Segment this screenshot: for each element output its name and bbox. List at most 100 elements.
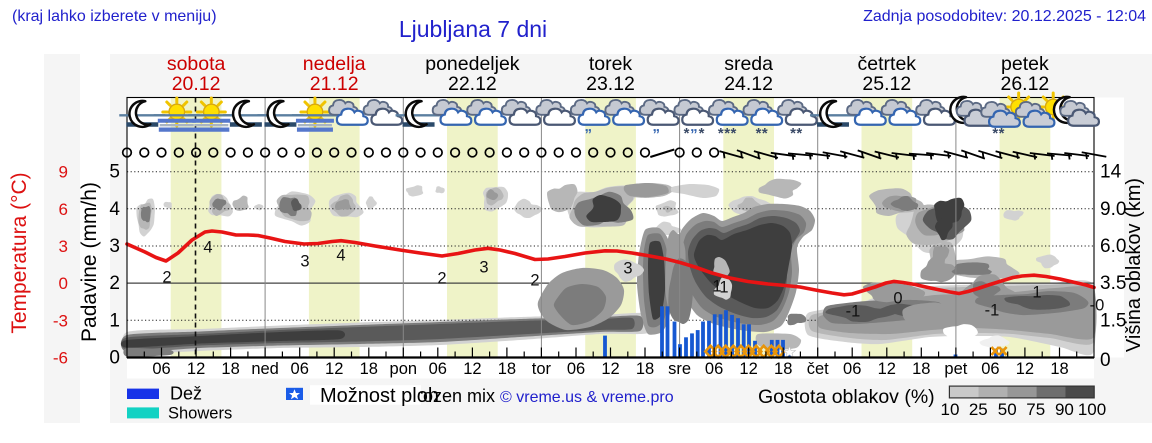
svg-text:2: 2 <box>530 272 539 290</box>
svg-text:12: 12 <box>325 360 343 378</box>
svg-text:12: 12 <box>1016 360 1034 378</box>
svg-text:18: 18 <box>360 360 378 378</box>
svg-text:75: 75 <box>1026 400 1045 419</box>
svg-text:06: 06 <box>429 360 447 378</box>
svg-text:0: 0 <box>893 290 902 308</box>
svg-text:4: 4 <box>109 199 120 220</box>
svg-text:3: 3 <box>479 259 488 277</box>
svg-text:06: 06 <box>843 360 861 378</box>
svg-text:Temperatura (°C): Temperatura (°C) <box>8 172 31 333</box>
svg-text:4: 4 <box>203 239 212 257</box>
svg-text:nedelja: nedelja <box>303 53 366 75</box>
svg-text:sreda: sreda <box>724 53 773 75</box>
svg-text:14: 14 <box>1100 162 1122 183</box>
svg-text:sobota: sobota <box>167 53 226 75</box>
svg-text:18: 18 <box>221 360 239 378</box>
svg-text:*: * <box>684 125 690 142</box>
svg-text:ponedeljek: ponedeljek <box>425 53 520 75</box>
svg-text:1: 1 <box>719 279 728 297</box>
svg-text:18: 18 <box>912 360 930 378</box>
svg-text:3: 3 <box>623 260 632 278</box>
svg-text:Ljubljana 7 dni: Ljubljana 7 dni <box>399 16 547 42</box>
svg-text:12: 12 <box>739 360 757 378</box>
svg-text:6: 6 <box>59 200 68 219</box>
svg-text:06: 06 <box>705 360 723 378</box>
svg-text:3: 3 <box>59 237 68 256</box>
svg-text:-0: -0 <box>1090 297 1105 315</box>
svg-text:23.12: 23.12 <box>586 73 635 95</box>
svg-text:2: 2 <box>162 269 171 287</box>
svg-text:***: *** <box>718 125 737 142</box>
svg-text:21.12: 21.12 <box>310 73 359 95</box>
svg-text:100: 100 <box>1078 400 1106 419</box>
svg-text:18: 18 <box>1050 360 1068 378</box>
svg-text:-3: -3 <box>53 311 68 330</box>
svg-text:18: 18 <box>774 360 792 378</box>
svg-text:sre: sre <box>668 360 691 378</box>
svg-text:12: 12 <box>601 360 619 378</box>
svg-text:10: 10 <box>941 400 960 419</box>
svg-text:1: 1 <box>1032 284 1041 302</box>
svg-text:-1: -1 <box>985 302 1000 320</box>
svg-text:2: 2 <box>109 273 120 294</box>
svg-text:6.0: 6.0 <box>1100 236 1126 257</box>
svg-text:frozen mix: frozen mix <box>412 386 495 406</box>
svg-text:90: 90 <box>1055 400 1074 419</box>
svg-text:12: 12 <box>187 360 205 378</box>
svg-text:tor: tor <box>532 360 552 378</box>
svg-text:„: „ <box>653 118 661 135</box>
svg-text:**: ** <box>756 125 769 142</box>
svg-text:**: ** <box>992 125 1005 142</box>
svg-text:20.12: 20.12 <box>172 73 221 95</box>
svg-text:**: ** <box>790 125 803 142</box>
svg-text:26.12: 26.12 <box>1000 73 1049 95</box>
svg-text:06: 06 <box>567 360 585 378</box>
svg-text:-1: -1 <box>846 303 861 321</box>
svg-text:(kraj lahko izberete v meniju): (kraj lahko izberete v meniju) <box>12 8 217 25</box>
svg-text:9: 9 <box>59 163 68 182</box>
svg-text:12: 12 <box>878 360 896 378</box>
svg-text:18: 18 <box>498 360 516 378</box>
svg-text:-6: -6 <box>53 348 68 367</box>
svg-text:0: 0 <box>59 274 68 293</box>
svg-text:3: 3 <box>109 236 120 257</box>
svg-text:ned: ned <box>251 360 279 378</box>
svg-text:12: 12 <box>463 360 481 378</box>
svg-text:petek: petek <box>1001 53 1049 75</box>
svg-text:pet: pet <box>944 360 967 378</box>
svg-text:5: 5 <box>109 162 120 183</box>
svg-text:Showers: Showers <box>168 405 232 423</box>
svg-text:1: 1 <box>109 310 120 331</box>
svg-text:06: 06 <box>981 360 999 378</box>
svg-text:25.12: 25.12 <box>862 73 911 95</box>
svg-text:4: 4 <box>336 247 345 265</box>
svg-text:9.0: 9.0 <box>1100 199 1126 220</box>
svg-text:06: 06 <box>291 360 309 378</box>
svg-text:torek: torek <box>589 53 633 75</box>
svg-text:25: 25 <box>969 400 988 419</box>
svg-text:četrtek: četrtek <box>858 53 917 75</box>
svg-text:čet: čet <box>807 360 829 378</box>
svg-text:2: 2 <box>437 270 446 288</box>
svg-text:3.5: 3.5 <box>1100 273 1126 294</box>
svg-text:Zadnja posodobitev: 20.12.2025: Zadnja posodobitev: 20.12.2025 - 12:04 <box>863 8 1146 25</box>
svg-text:Višina oblakov (km): Višina oblakov (km) <box>1123 178 1145 352</box>
svg-text:Gostota oblakov (%): Gostota oblakov (%) <box>758 386 935 408</box>
svg-text:1.5: 1.5 <box>1100 310 1126 331</box>
svg-text:„: „ <box>690 118 698 135</box>
svg-text:pon: pon <box>390 360 418 378</box>
svg-text:22.12: 22.12 <box>448 73 497 95</box>
svg-text:© vreme.us & vreme.pro: © vreme.us & vreme.pro <box>500 389 674 406</box>
svg-text:0: 0 <box>109 347 120 368</box>
svg-text:„: „ <box>584 118 592 135</box>
svg-text:*: * <box>699 125 705 142</box>
svg-text:Padavine (mm/h): Padavine (mm/h) <box>78 182 101 342</box>
svg-text:3: 3 <box>300 253 309 271</box>
svg-text:Dež: Dež <box>170 384 202 404</box>
svg-text:Možnost ploh: Možnost ploh <box>320 385 439 407</box>
svg-text:24.12: 24.12 <box>724 73 773 95</box>
svg-text:50: 50 <box>998 400 1017 419</box>
svg-text:1: 1 <box>712 278 721 296</box>
svg-text:0: 0 <box>1100 350 1111 371</box>
svg-text:18: 18 <box>636 360 654 378</box>
